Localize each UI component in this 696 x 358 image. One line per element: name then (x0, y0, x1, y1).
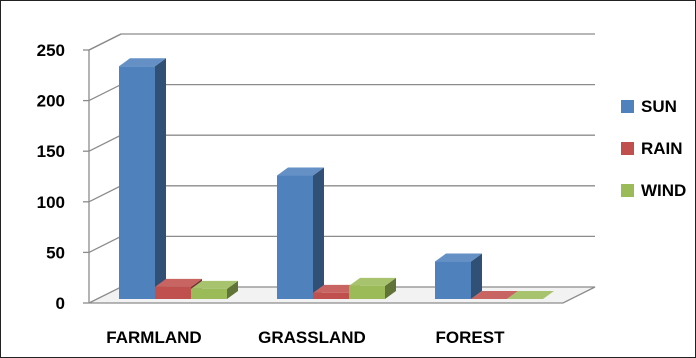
x-category-label: GRASSLAND (258, 328, 366, 347)
x-category-label: FARMLAND (106, 328, 201, 347)
bar-sun-farmland (119, 58, 166, 300)
x-axis-categories: FARMLAND GRASSLAND FOREST (106, 328, 505, 347)
side-wall-edge (88, 33, 122, 303)
legend-swatch-wind (621, 184, 634, 197)
legend-swatch-rain (621, 142, 634, 155)
legend: SUN RAIN WIND (621, 97, 686, 200)
y-tick-label: 50 (46, 243, 65, 262)
bar-wind-grassland (349, 277, 396, 299)
y-tick-label: 200 (37, 92, 65, 111)
bar-wind-forest (507, 291, 554, 299)
bar-sun-grassland (277, 167, 324, 299)
y-tick-label: 150 (37, 142, 65, 161)
y-axis-ticks: 0 50 100 150 200 250 (37, 41, 89, 313)
x-category-label: FOREST (436, 328, 506, 347)
bar-wind-farmland (191, 280, 238, 299)
y-tick-label: 250 (37, 41, 65, 60)
bar-sun-forest (435, 253, 482, 299)
gridline (88, 33, 595, 51)
legend-label-sun: SUN (641, 97, 677, 116)
legend-label-rain: RAIN (641, 139, 683, 158)
legend-swatch-sun (621, 100, 634, 113)
y-tick-label: 0 (56, 294, 65, 313)
y-tick-label: 100 (37, 193, 65, 212)
legend-label-wind: WIND (641, 181, 686, 200)
bar-rain-forest (471, 291, 518, 299)
bars (119, 58, 554, 300)
